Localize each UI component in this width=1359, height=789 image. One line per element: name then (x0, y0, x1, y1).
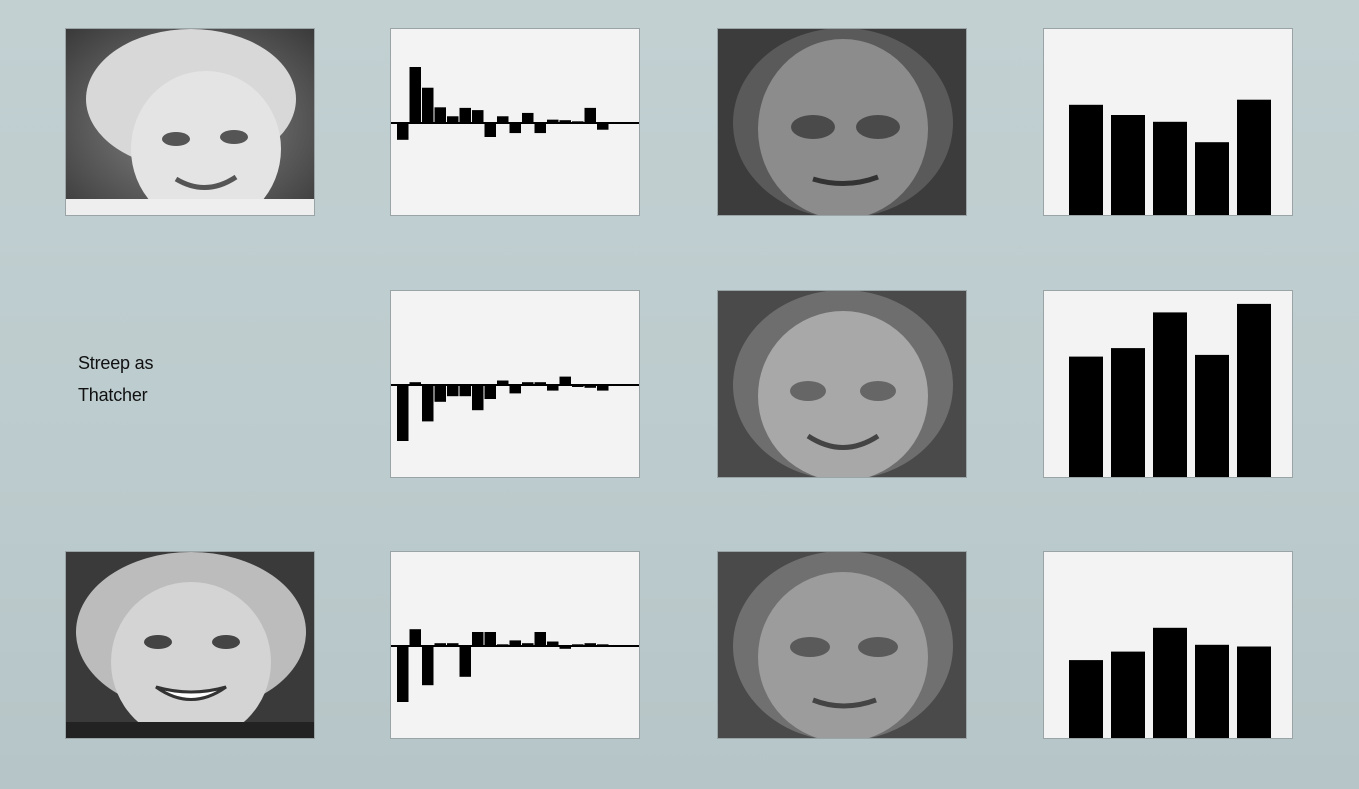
coefficient-bar (397, 646, 409, 702)
weight-bar (1111, 651, 1145, 738)
coefficient-bar (397, 385, 409, 441)
weight-bar (1237, 303, 1271, 477)
coefficient-bar (484, 123, 496, 137)
weight-bar (1195, 644, 1229, 738)
coefficient-bar (547, 119, 559, 123)
weight-bar (1153, 121, 1187, 215)
coefficient-bar (522, 382, 534, 385)
coefficient-bar (422, 385, 434, 422)
coefficient-bar (509, 640, 521, 646)
coefficient-bar (447, 643, 459, 646)
row-label-line-1: Streep as (78, 353, 154, 373)
coefficient-bar (497, 380, 509, 385)
coefficient-bar (534, 382, 546, 385)
coefficient-bar (409, 629, 421, 646)
weight-plot-row-1 (1043, 28, 1293, 216)
coefficient-bar (509, 123, 521, 134)
coefficient-bar (509, 385, 521, 394)
coefficient-bar (422, 646, 434, 686)
eigenface-reconstruction-row-1 (717, 28, 967, 216)
eigenface-reconstruction-row-2 (717, 290, 967, 478)
clinton-photo (65, 551, 315, 739)
weight-bar (1153, 312, 1187, 477)
row-label-line-2: Thatcher (78, 385, 148, 405)
coefficient-bar (422, 87, 434, 123)
weight-bar (1237, 646, 1271, 738)
coefficient-bar (597, 123, 609, 130)
coefficient-bar (434, 643, 446, 646)
weight-plot-row-3 (1043, 551, 1293, 739)
coefficient-bar (434, 107, 446, 123)
coefficient-bar (459, 646, 471, 677)
weight-bar (1237, 99, 1271, 215)
coefficient-bar (497, 644, 509, 647)
weight-plot-row-2 (1043, 290, 1293, 478)
coefficient-bar (522, 643, 534, 646)
coefficient-bar (472, 632, 484, 646)
coefficient-bar (584, 643, 596, 646)
coefficient-bar (397, 123, 409, 140)
coefficient-bar (472, 110, 484, 123)
row-label-streep-as-thatcher: Streep as Thatcher (78, 347, 278, 411)
thatcher-photo (65, 28, 315, 216)
coefficient-bar (534, 632, 546, 646)
coefficient-bar (484, 385, 496, 399)
coefficient-bar (409, 67, 421, 123)
coefficient-plot-row-2 (390, 290, 640, 478)
coefficient-bar (409, 382, 421, 385)
coefficient-bar (447, 116, 459, 123)
coefficient-bar (497, 116, 509, 123)
coefficient-bar (584, 107, 596, 123)
weight-bar (1069, 104, 1103, 215)
coefficient-bar (459, 385, 471, 397)
coefficient-bar (547, 385, 559, 391)
coefficient-bar (559, 646, 571, 649)
coefficient-bar (459, 107, 471, 123)
coefficient-bar (447, 385, 459, 397)
coefficient-bar (559, 376, 571, 385)
coefficient-bar (534, 123, 546, 134)
coefficient-bar (522, 112, 534, 123)
coefficient-bar (572, 121, 584, 124)
coefficient-bar (572, 385, 584, 387)
coefficient-bar (484, 632, 496, 646)
coefficient-bar (434, 385, 446, 402)
weight-bar (1195, 142, 1229, 215)
coefficient-bar (597, 385, 609, 391)
coefficient-bar (572, 644, 584, 647)
weight-bar (1111, 115, 1145, 215)
eigenface-reconstruction-row-3 (717, 551, 967, 739)
coefficient-bar (584, 385, 596, 388)
weight-bar (1195, 354, 1229, 477)
weight-bar (1153, 627, 1187, 738)
weight-bar (1111, 348, 1145, 477)
weight-bar (1069, 356, 1103, 477)
coefficient-bar (559, 120, 571, 123)
weight-bar (1069, 660, 1103, 738)
coefficient-plot-row-3 (390, 551, 640, 739)
coefficient-plot-row-1 (390, 28, 640, 216)
coefficient-bar (597, 644, 609, 647)
coefficient-bar (547, 641, 559, 646)
coefficient-bar (472, 385, 484, 411)
